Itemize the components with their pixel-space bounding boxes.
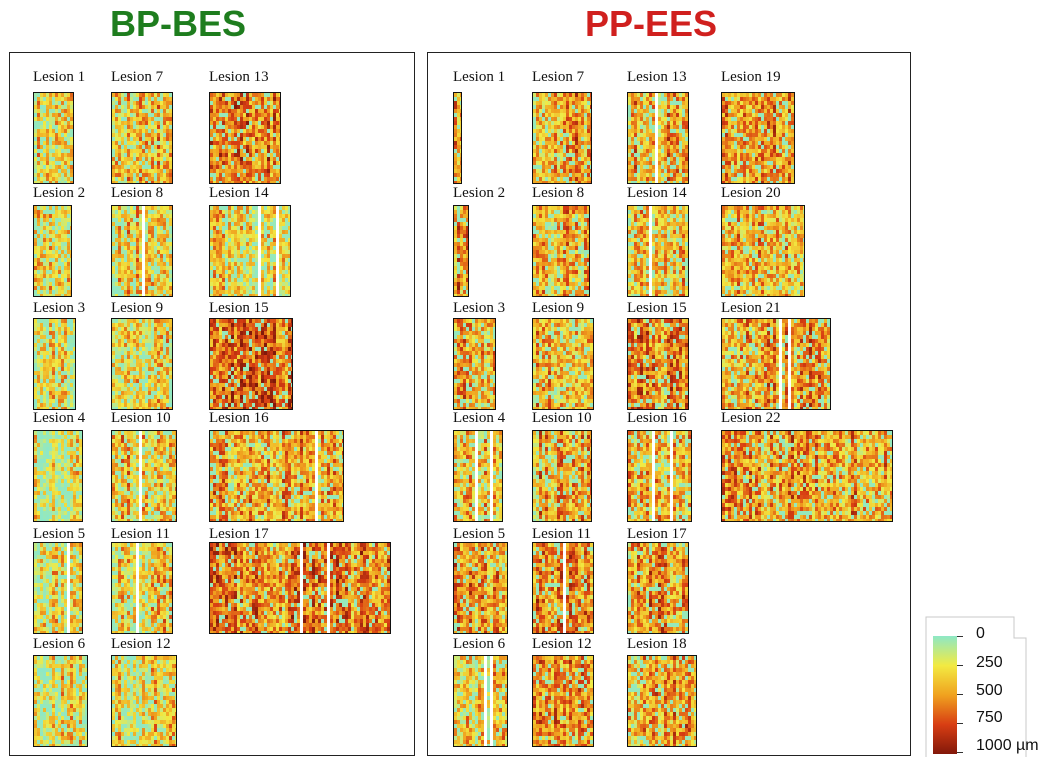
lesion-heatmap [721,205,805,297]
lesion-heatmap [33,92,74,184]
lesion-heatmap [627,430,692,522]
legend-frame [925,616,1027,757]
lesion-label: Lesion 2 [453,185,505,201]
lesion-label: Lesion 10 [532,410,592,426]
colorbar-tick [957,665,963,666]
lesion-label: Lesion 17 [209,526,269,542]
lesion-heatmap [453,318,496,410]
colorbar-gradient [933,636,957,754]
colorbar-label-250: 250 [976,654,1003,672]
lesion-label: Lesion 14 [209,185,269,201]
lesion-heatmap [33,205,72,297]
colorbar-tick [957,752,963,753]
lesion-label: Lesion 22 [721,410,781,426]
lesion-heatmap [627,655,697,747]
lesion-label: Lesion 18 [627,636,687,652]
colorbar-label-750: 750 [976,709,1003,727]
colorbar-tick [957,694,963,695]
lesion-label: Lesion 1 [453,69,505,85]
lesion-heatmap [33,542,83,634]
lesion-heatmap [209,205,291,297]
lesion-label: Lesion 12 [111,636,171,652]
lesion-label: Lesion 8 [532,185,584,201]
lesion-heatmap [721,318,831,410]
lesion-heatmap [532,318,594,410]
lesion-heatmap [532,430,592,522]
panel-bp-bes [9,52,415,756]
colorbar-legend: 0 250 500 750 1000 µm [918,614,1064,758]
lesion-heatmap [209,430,344,522]
lesion-label: Lesion 3 [453,300,505,316]
lesion-heatmap [209,318,293,410]
lesion-label: Lesion 19 [721,69,781,85]
lesion-label: Lesion 9 [111,300,163,316]
lesion-heatmap [33,655,88,747]
lesion-label: Lesion 5 [33,526,85,542]
lesion-heatmap [453,655,508,747]
lesion-label: Lesion 16 [627,410,687,426]
group-title-bp-bes: BP-BES [110,2,252,46]
lesion-heatmap [532,92,592,184]
colorbar-tick [957,636,963,637]
colorbar-label-0: 0 [976,625,985,643]
lesion-heatmap [532,205,590,297]
lesion-heatmap [453,92,462,184]
lesion-heatmap [209,92,281,184]
lesion-label: Lesion 16 [209,410,269,426]
lesion-heatmap [627,92,689,184]
lesion-label: Lesion 6 [453,636,505,652]
lesion-label: Lesion 9 [532,300,584,316]
lesion-label: Lesion 15 [627,300,687,316]
lesion-heatmap [453,542,508,634]
lesion-heatmap [453,430,503,522]
lesion-label: Lesion 21 [721,300,781,316]
lesion-heatmap [627,318,689,410]
lesion-label: Lesion 4 [33,410,85,426]
lesion-heatmap [111,318,173,410]
lesion-label: Lesion 14 [627,185,687,201]
lesion-heatmap [33,430,83,522]
lesion-label: Lesion 13 [627,69,687,85]
lesion-label: Lesion 4 [453,410,505,426]
panel-pp-ees [427,52,911,756]
colorbar-label-500: 500 [976,682,1003,700]
lesion-heatmap [209,542,391,634]
group-title-pp-ees: PP-EES [585,2,717,46]
lesion-label: Lesion 10 [111,410,171,426]
lesion-label: Lesion 17 [627,526,687,542]
lesion-heatmap [111,205,173,297]
lesion-heatmap [721,92,795,184]
lesion-label: Lesion 2 [33,185,85,201]
lesion-heatmap [111,542,173,634]
lesion-label: Lesion 12 [532,636,592,652]
lesion-heatmap [627,205,689,297]
lesion-label: Lesion 8 [111,185,163,201]
lesion-heatmap [721,430,893,522]
lesion-heatmap [111,430,177,522]
lesion-heatmap [532,655,594,747]
colorbar-tick [957,723,963,724]
lesion-label: Lesion 1 [33,69,85,85]
lesion-label: Lesion 6 [33,636,85,652]
lesion-heatmap [33,318,76,410]
lesion-heatmap [111,92,173,184]
lesion-label: Lesion 3 [33,300,85,316]
lesion-heatmap [532,542,594,634]
lesion-label: Lesion 20 [721,185,781,201]
lesion-label: Lesion 11 [111,526,170,542]
lesion-label: Lesion 11 [532,526,591,542]
lesion-label: Lesion 5 [453,526,505,542]
lesion-label: Lesion 15 [209,300,269,316]
colorbar-label-1000: 1000 µm [976,737,1039,755]
lesion-label: Lesion 7 [532,69,584,85]
lesion-heatmap [453,205,469,297]
lesion-heatmap [627,542,689,634]
lesion-heatmap [111,655,177,747]
lesion-label: Lesion 13 [209,69,269,85]
lesion-label: Lesion 7 [111,69,163,85]
